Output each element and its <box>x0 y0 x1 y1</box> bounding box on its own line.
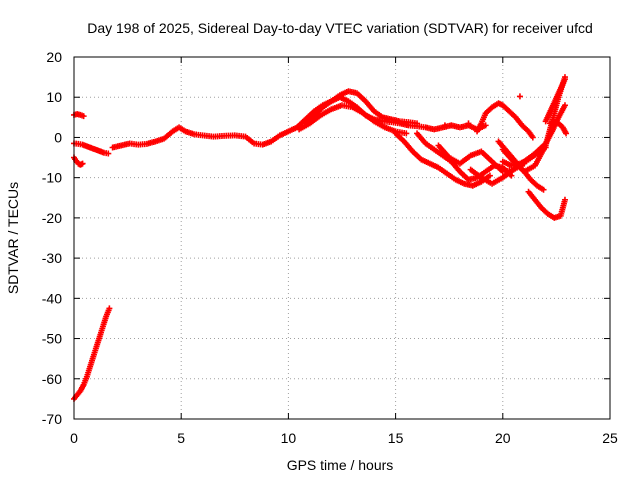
series-mid-segment-b <box>499 144 549 169</box>
x-tick-label: 10 <box>281 430 297 446</box>
series-dip-track-b <box>414 130 515 183</box>
axis-ticks <box>73 56 611 420</box>
x-tick-label: 5 <box>177 430 185 446</box>
data-point-marker <box>561 196 568 203</box>
x-axis-label: GPS time / hours <box>287 457 394 473</box>
data-point-marker <box>441 122 448 129</box>
data-point-marker <box>516 93 523 100</box>
y-tick-label: 0 <box>54 129 62 145</box>
data-point-marker <box>105 150 112 157</box>
data-point-marker <box>482 122 489 129</box>
y-tick-label: -60 <box>42 371 62 387</box>
data-point-marker <box>563 130 570 137</box>
plot-frame <box>73 56 611 420</box>
y-tick-label: -30 <box>42 250 62 266</box>
data-point-marker <box>403 130 410 137</box>
series-late-high-track <box>542 76 568 125</box>
y-tick-label: -40 <box>42 290 62 306</box>
x-tick-label: 15 <box>388 430 404 446</box>
series-early-trace-b <box>71 140 112 157</box>
series-dip-track-a <box>392 130 493 189</box>
series-early-trace-c <box>71 111 87 120</box>
data-marks <box>71 74 570 402</box>
data-point-marker <box>106 305 113 312</box>
series-loop-track <box>474 100 536 141</box>
y-tick-label: -70 <box>42 411 62 427</box>
data-point-marker <box>561 76 568 83</box>
chart-title: Day 198 of 2025, Sidereal Day-to-day VTE… <box>87 20 593 36</box>
y-tick-label: 10 <box>46 89 62 105</box>
data-point-marker <box>414 120 421 127</box>
y-axis-label: SDTVAR / TECUs <box>5 182 21 294</box>
series-early-steep-drop <box>71 305 113 402</box>
y-tick-label: 20 <box>46 49 62 65</box>
y-tick-label: -20 <box>42 210 62 226</box>
x-tick-label: 25 <box>602 430 618 446</box>
series-late-low-track <box>525 188 568 221</box>
series-late-right-track <box>546 118 570 137</box>
series-early-trace-a <box>71 154 86 168</box>
data-point-marker <box>529 134 536 141</box>
data-point-marker <box>561 102 568 109</box>
tick-labels: 0 5 10 15 20 25 -70 -60 -50 -40 -30 -20 -10 0 10 20 <box>42 49 618 446</box>
data-point-marker <box>465 120 472 127</box>
x-tick-label: 20 <box>495 430 511 446</box>
data-point-marker <box>486 172 493 179</box>
data-point-marker <box>79 160 86 167</box>
series-long-arc-upper <box>302 88 421 127</box>
data-point-marker <box>540 186 547 193</box>
y-tick-label: -10 <box>42 170 62 186</box>
x-tick-label: 0 <box>70 430 78 446</box>
data-point-marker <box>80 113 87 120</box>
series-isolated-points <box>441 93 523 129</box>
grid-lines <box>74 57 610 419</box>
y-tick-label: -50 <box>42 331 62 347</box>
data-point-marker <box>542 144 549 151</box>
